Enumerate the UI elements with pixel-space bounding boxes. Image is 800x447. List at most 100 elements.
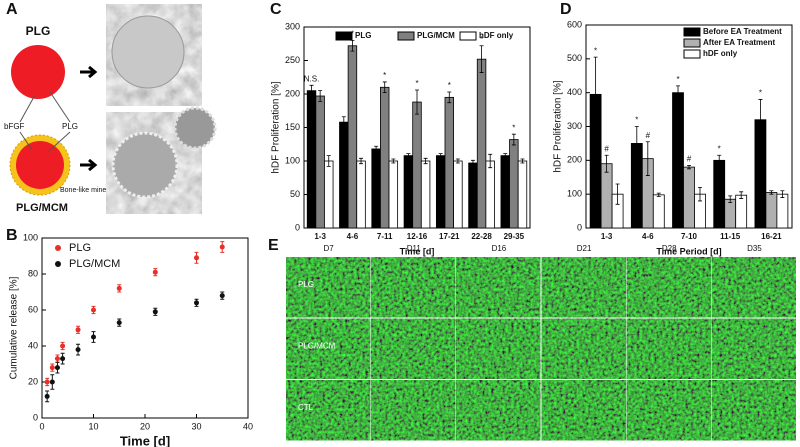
data-point	[75, 347, 81, 353]
bar	[324, 160, 334, 229]
data-point	[91, 334, 96, 340]
data-point	[152, 309, 158, 315]
significance-mark: *	[383, 71, 386, 80]
micrograph	[286, 318, 371, 379]
y-axis-label: hDF Proliferation [%]	[553, 80, 564, 172]
error-bar	[593, 56, 598, 132]
plg-core	[16, 141, 64, 189]
significance-mark: #	[687, 155, 692, 164]
data-point	[219, 293, 225, 299]
column-label: D35	[747, 244, 762, 253]
y-tick-label: 40	[28, 340, 38, 350]
bar	[509, 139, 519, 229]
y-tick-label: 50	[290, 189, 300, 199]
micrograph	[711, 257, 796, 318]
significance-mark: *	[594, 46, 597, 55]
micrograph	[626, 380, 711, 441]
error-bar	[359, 157, 364, 165]
y-axis-label: Cumulative release [%]	[9, 276, 20, 379]
bar	[485, 160, 495, 229]
legend-marker	[55, 245, 61, 251]
arrow	[80, 158, 98, 172]
x-tick-label: 10	[88, 421, 98, 431]
sem-sphere	[111, 15, 185, 89]
significance-mark: #	[604, 144, 609, 153]
micrograph	[541, 257, 626, 318]
bar	[403, 155, 414, 229]
x-tick-label: 12-16	[407, 232, 428, 241]
legend-swatch	[683, 27, 701, 37]
y-tick-label: 300	[285, 21, 300, 31]
row-label: PLG	[298, 280, 314, 289]
significance-mark: *	[676, 75, 679, 84]
significance-mark: *	[718, 144, 721, 153]
particle-label: PLG/MCM	[16, 202, 68, 214]
x-axis-label: Time Period [d]	[656, 246, 721, 256]
bar	[724, 198, 737, 229]
error-bar	[479, 45, 484, 73]
bar	[765, 192, 778, 229]
x-tick-label: 1-3	[314, 232, 326, 241]
bar	[600, 163, 613, 229]
x-tick-label: 7-10	[681, 232, 698, 241]
x-tick-label: 4-6	[642, 232, 654, 241]
bar	[672, 92, 684, 229]
x-tick-label: 1-3	[601, 232, 613, 241]
bar	[500, 155, 510, 229]
column-label: D28	[662, 244, 677, 253]
bar	[444, 96, 454, 229]
error-bar	[423, 157, 428, 165]
x-axis-label: Time [d]	[120, 433, 170, 447]
y-tick-label: 250	[285, 55, 300, 65]
pointer	[47, 131, 71, 153]
panel-label: D	[560, 1, 572, 18]
micrograph	[541, 318, 626, 379]
error-bar	[615, 183, 620, 205]
bar	[517, 160, 528, 229]
error-bar	[488, 153, 493, 169]
significance-mark: N.S.	[304, 74, 320, 83]
legend-label: PLG	[355, 31, 371, 40]
error-bar	[717, 154, 722, 166]
sem-sphere	[111, 131, 179, 199]
data-point	[116, 320, 122, 326]
data-point	[60, 356, 66, 362]
x-tick-label: 7-11	[377, 232, 393, 241]
y-tick-label: 0	[33, 412, 38, 422]
legend-label: hDF only	[703, 49, 738, 58]
y-tick-label: 300	[567, 121, 582, 131]
bar	[412, 101, 422, 229]
error-bar	[634, 126, 639, 161]
x-tick-label: 40	[243, 421, 253, 431]
data-point	[49, 379, 55, 385]
mineral-label: Bone-like mineral	[60, 187, 115, 194]
y-tick-label: 150	[285, 122, 300, 132]
significance-mark: *	[635, 116, 638, 125]
bar	[652, 194, 665, 229]
error-bar	[728, 195, 733, 204]
x-tick-label: 17-21	[439, 232, 460, 241]
micrograph	[626, 318, 711, 379]
legend-label: Before EA Treatment	[703, 27, 782, 36]
micrograph	[541, 380, 626, 441]
data-point	[219, 244, 225, 250]
error-bar	[309, 84, 314, 97]
bar	[356, 160, 366, 229]
data-point	[194, 300, 199, 306]
data-point	[49, 365, 55, 371]
legend-swatch	[459, 31, 477, 41]
micrograph	[456, 380, 541, 441]
data-point	[194, 255, 199, 261]
error-bar	[511, 133, 516, 146]
error-bar	[415, 89, 419, 115]
bar	[683, 166, 695, 229]
legend-swatch	[397, 31, 415, 41]
y-tick-label: 100	[23, 232, 38, 242]
bar	[776, 193, 789, 229]
pointer	[49, 91, 71, 123]
error-bar	[758, 99, 763, 141]
error-bar	[374, 145, 379, 153]
micrograph	[626, 257, 711, 318]
panel-label: C	[270, 1, 282, 18]
